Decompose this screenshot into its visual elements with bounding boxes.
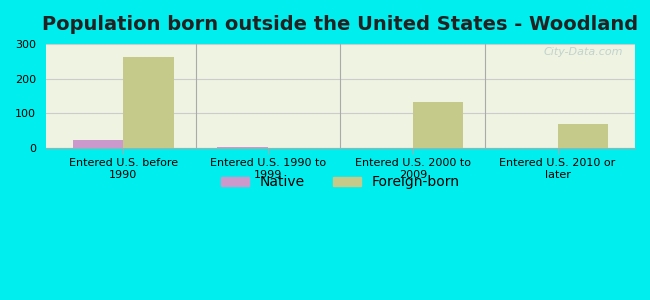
Text: City-Data.com: City-Data.com — [543, 47, 623, 57]
Title: Population born outside the United States - Woodland: Population born outside the United State… — [42, 15, 638, 34]
Bar — [558, 124, 608, 148]
Legend: Native, Foreign-born: Native, Foreign-born — [216, 170, 465, 195]
Bar — [124, 57, 174, 148]
Bar — [73, 140, 124, 148]
Bar — [413, 102, 463, 148]
Bar — [217, 147, 268, 148]
